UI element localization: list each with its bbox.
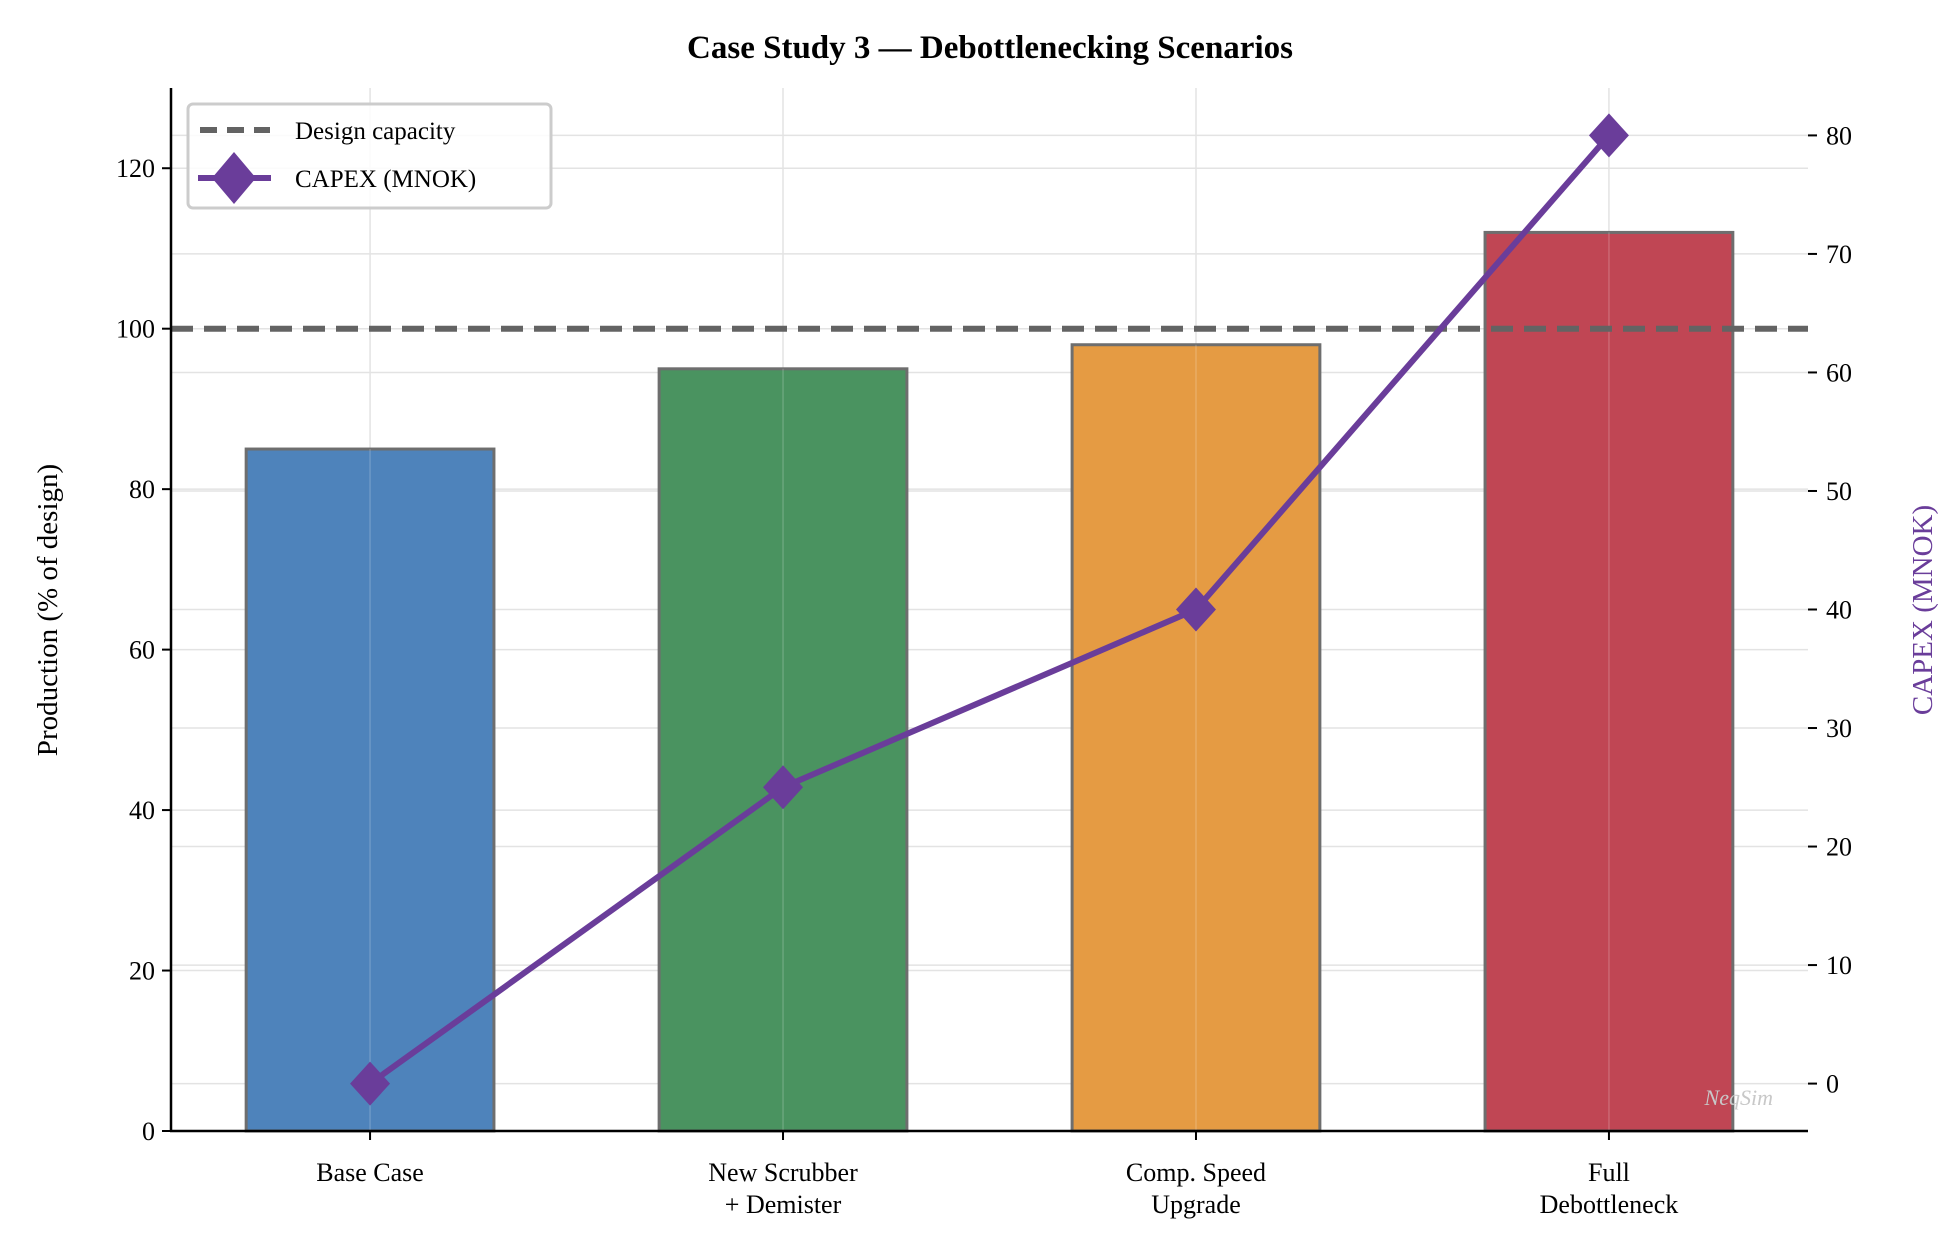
y-tick-label: 40 — [129, 796, 155, 825]
chart-title: Case Study 3 — Debottlenecking Scenarios — [687, 30, 1293, 66]
legend-capex-label: CAPEX (MNOK) — [295, 166, 476, 193]
y2-tick-label: 40 — [1826, 596, 1852, 625]
x-tick-label: New Scrubber + Demister — [708, 1158, 858, 1219]
x-tick-label: Full Debottleneck — [1540, 1158, 1679, 1219]
y2-tick-label: 20 — [1826, 833, 1852, 862]
bar — [244, 447, 496, 1133]
legend-design-capacity-label: Design capacity — [295, 118, 456, 145]
y2-axis-label: CAPEX (MNOK) — [1907, 505, 1939, 715]
capex-marker — [350, 1061, 391, 1106]
bar — [1070, 343, 1322, 1133]
axes: 0 20 40 60 80 100 120 0 10 20 30 40 50 60 70 80 Base Cas… — [116, 88, 1852, 1219]
capex-marker — [1588, 113, 1629, 158]
bars — [244, 230, 1735, 1133]
y2-tick-label: 30 — [1826, 714, 1852, 743]
legend-capex-marker — [212, 152, 256, 204]
capex-line — [368, 133, 1612, 1087]
capex-marker — [763, 765, 804, 810]
watermark: NeqSim — [1704, 1085, 1773, 1110]
legend: Design capacity CAPEX (MNOK) — [186, 102, 553, 210]
y2-tick-label: 80 — [1826, 121, 1852, 150]
y-tick-label: 0 — [142, 1117, 155, 1146]
y2-tick-label: 60 — [1826, 358, 1852, 387]
y-tick-label: 20 — [129, 957, 155, 986]
y2-tick-label: 70 — [1826, 240, 1852, 269]
x-tick-label: Comp. Speed Upgrade — [1126, 1158, 1266, 1219]
y-axis-label: Production (% of design) — [32, 464, 64, 756]
y-tick-label: 120 — [116, 154, 155, 183]
y2-tick-label: 0 — [1826, 1070, 1839, 1099]
y-tick-label: 100 — [116, 315, 155, 344]
capex-series — [350, 113, 1629, 1106]
capex-marker — [1175, 587, 1216, 632]
x-tick-label: Base Case — [316, 1158, 424, 1187]
y-tick-label: 80 — [129, 475, 155, 504]
y-tick-label: 60 — [129, 636, 155, 665]
y2-tick-label: 50 — [1826, 477, 1852, 506]
y2-tick-label: 10 — [1826, 951, 1852, 980]
bar — [1483, 230, 1735, 1133]
